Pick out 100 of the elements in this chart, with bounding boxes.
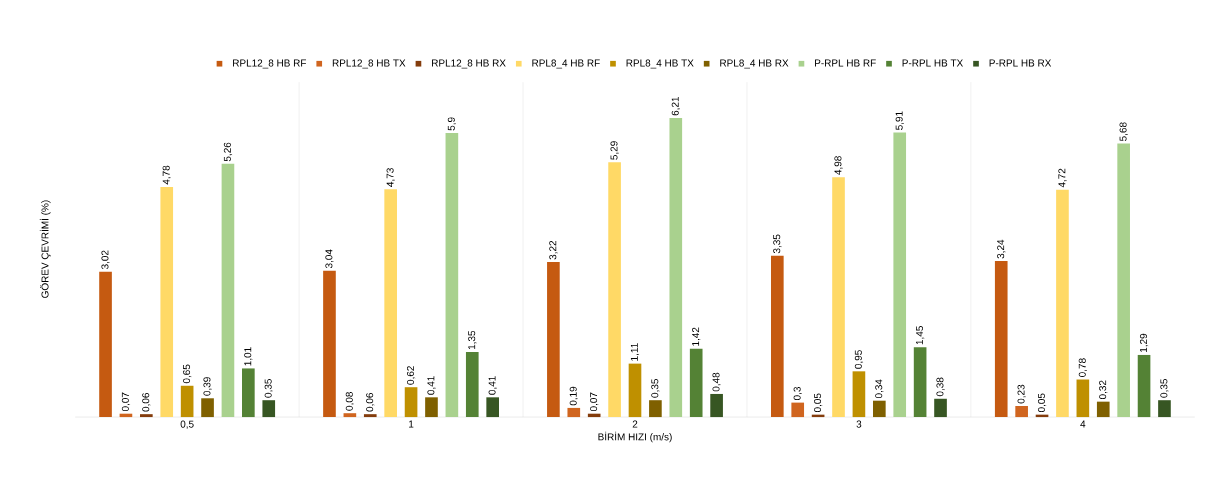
- legend-label: RPL12_8 HB RX: [432, 59, 506, 69]
- bar: [1158, 400, 1171, 417]
- data-label: 5,29: [610, 141, 619, 160]
- bar: [242, 368, 255, 417]
- data-label: 6,21: [671, 96, 680, 116]
- legend-label: RPL12_8 HB RF: [233, 59, 307, 69]
- bar: [710, 393, 723, 417]
- data-label: 1,45: [916, 325, 925, 345]
- bar: [1076, 379, 1090, 417]
- data-label: 0,06: [142, 392, 151, 412]
- data-label: 0,08: [345, 391, 354, 411]
- data-label: 3,22: [549, 240, 558, 260]
- bar: [567, 407, 581, 417]
- data-label: 0,19: [569, 386, 578, 406]
- data-label: 0,41: [488, 376, 497, 395]
- bar: [201, 398, 214, 417]
- data-label: 0,95: [854, 350, 864, 369]
- data-label: 0,35: [1160, 378, 1169, 398]
- bar: [262, 400, 276, 417]
- legend-label: RPL8_4 HB RX: [720, 59, 789, 69]
- bar: [384, 189, 397, 417]
- data-label: 5,91: [895, 111, 904, 130]
- legend-label: P-RPL HB TX: [902, 59, 964, 67]
- data-label: 3,02: [101, 250, 110, 269]
- x-tick-label: 2: [632, 420, 638, 428]
- bar: [99, 271, 112, 417]
- bar: [770, 255, 784, 417]
- legend-label: P-RPL HB RX: [989, 59, 1052, 67]
- data-label: 0,65: [183, 364, 192, 384]
- data-label: 1,11: [630, 343, 640, 361]
- bar: [649, 400, 662, 417]
- bar: [791, 402, 805, 417]
- bar: [465, 351, 479, 417]
- bar: [1137, 354, 1151, 417]
- bar: [587, 413, 601, 417]
- data-label: 4,78: [162, 165, 171, 185]
- data-label: 0,3: [793, 386, 802, 400]
- x-axis-title: BİRİM HIZI (m/s): [598, 431, 672, 443]
- bar: [689, 348, 703, 417]
- bar: [852, 371, 866, 417]
- bar: [1056, 189, 1069, 417]
- data-label: 0,62: [406, 366, 416, 385]
- legend-label: RPL8_4 HB TX: [626, 59, 694, 69]
- bar: [160, 186, 174, 417]
- bar: [404, 387, 418, 417]
- data-label: 4,73: [386, 168, 395, 187]
- x-tick-label: 4: [1080, 420, 1086, 428]
- bar: [994, 260, 1008, 417]
- bar: [608, 162, 621, 417]
- data-label: 0,06: [366, 392, 375, 412]
- data-label: 0,48: [712, 372, 721, 392]
- bar: [669, 117, 683, 417]
- bar: [445, 132, 459, 417]
- legend-label: RPL8_4 HB RF: [532, 59, 600, 69]
- bar: [140, 414, 153, 417]
- data-label: 5,26: [223, 142, 233, 162]
- data-label: 0,41: [427, 376, 436, 395]
- bar: [547, 261, 560, 417]
- x-tick-label: 0,5: [180, 420, 194, 429]
- data-label: 0,23: [1017, 384, 1026, 404]
- bar: [913, 347, 927, 417]
- data-label: 1,42: [692, 327, 701, 346]
- legend-label: P-RPL HB RF: [815, 59, 876, 67]
- data-label: 4,98: [834, 156, 843, 175]
- bar: [363, 414, 377, 417]
- bar: [323, 270, 336, 417]
- data-label: 0,07: [590, 392, 599, 411]
- bar: [893, 132, 907, 417]
- data-label: 1,29: [1139, 333, 1149, 352]
- data-label: 3,35: [773, 234, 782, 254]
- x-tick-label: 1: [409, 420, 414, 428]
- x-tick-label: 3: [856, 420, 862, 428]
- data-label: 0,34: [875, 379, 884, 398]
- data-label: 4,72: [1058, 168, 1067, 188]
- bar: [832, 177, 845, 417]
- data-label: 0,32: [1099, 380, 1108, 399]
- legend-label: RPL12_8 HB TX: [332, 59, 406, 69]
- data-label: 0,35: [264, 378, 273, 398]
- data-label: 3,04: [325, 249, 334, 269]
- data-label: 1,35: [468, 330, 477, 349]
- bar: [180, 385, 194, 417]
- bar: [628, 363, 642, 417]
- y-axis-title: GÖREV ÇEVRİMİ (%): [39, 200, 51, 298]
- data-label: 5,68: [1119, 122, 1128, 141]
- data-label: 0,07: [121, 392, 131, 411]
- data-label: 0,39: [203, 377, 212, 396]
- data-label: 0,05: [1037, 393, 1047, 412]
- data-label: 0,35: [651, 378, 660, 398]
- data-label: 3,24: [997, 239, 1006, 259]
- data-label: 0,38: [936, 377, 945, 397]
- bar: [934, 398, 947, 417]
- bar: [425, 397, 438, 417]
- data-label: 1,01: [244, 347, 253, 366]
- bar: [873, 400, 886, 417]
- bar: [221, 163, 235, 417]
- bar: [1096, 401, 1110, 417]
- data-label: 5,9: [447, 117, 456, 131]
- bar: [1015, 405, 1028, 417]
- data-label: 0,05: [814, 393, 823, 412]
- bar: [1117, 143, 1130, 417]
